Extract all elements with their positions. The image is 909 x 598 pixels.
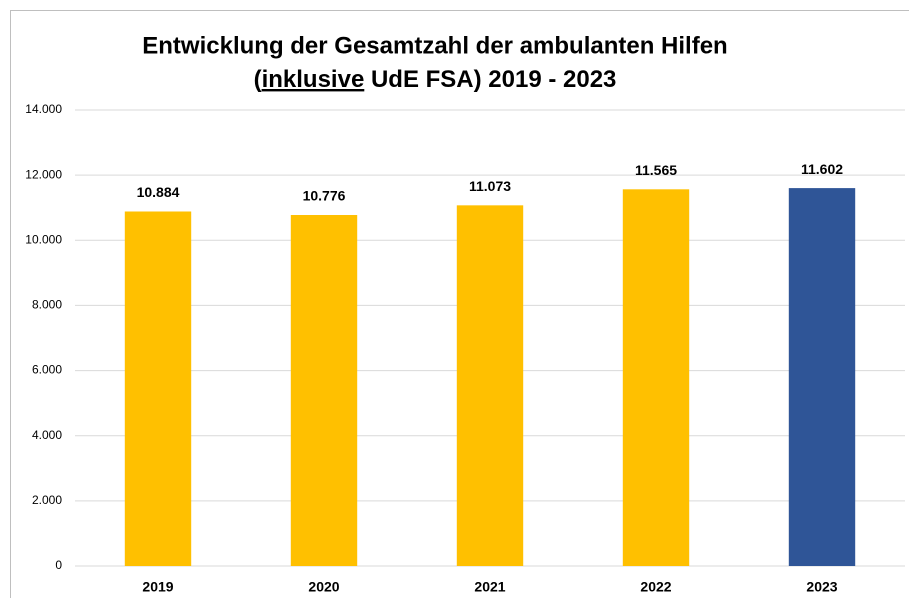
title-part: UdE FSA) 2019 - 2023 [364,66,616,93]
bar [290,215,358,566]
bar [622,189,690,566]
y-tick-label: 2.000 [32,493,62,507]
bar [124,211,192,567]
data-label: 11.565 [635,162,677,178]
data-label: 10.884 [137,184,180,200]
data-label: 11.602 [801,161,843,177]
y-tick-label: 12.000 [25,167,62,181]
title-part: inklusive [262,66,365,93]
y-tick-label: 8.000 [32,298,62,312]
bar [456,205,524,566]
chart-title: Entwicklung der Gesamtzahl der ambulante… [142,32,727,59]
title-part: ( [254,66,262,93]
y-tick-label: 14.000 [25,102,62,116]
y-tick-label: 10.000 [25,232,62,246]
chart-title: (inklusive UdE FSA) 2019 - 2023 [254,66,617,93]
y-tick-label: 6.000 [32,363,62,377]
x-tick-label: 2023 [806,579,837,595]
x-tick-label: 2019 [142,579,173,595]
y-tick-label: 0 [55,558,62,572]
x-tick-label: 2022 [640,579,671,595]
x-tick-label: 2021 [474,579,505,595]
x-tick-label: 2020 [308,579,339,595]
chart-frame [10,10,909,598]
bar [788,188,856,566]
y-tick-label: 4.000 [32,428,62,442]
data-label: 10.776 [303,188,346,204]
data-label: 11.073 [469,178,511,194]
